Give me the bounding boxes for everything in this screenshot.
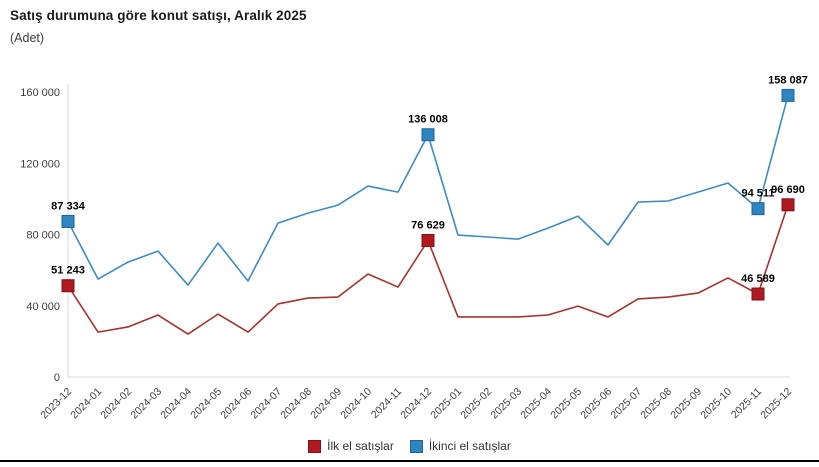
data-point-marker (781, 198, 795, 212)
y-axis-tick-label: 120 000 (20, 158, 60, 170)
x-axis-tick-label: 2025-05 (548, 386, 584, 422)
legend-label-first-hand: İlk el satışlar (327, 439, 394, 453)
x-axis-tick-label: 2025-10 (698, 386, 734, 422)
x-axis-tick-label: 2023-12 (38, 386, 74, 422)
data-point-marker (751, 287, 765, 301)
data-point-label: 158 087 (768, 74, 808, 86)
data-point-label: 51 243 (51, 265, 85, 277)
x-axis-tick-label: 2025-07 (608, 386, 644, 422)
bottom-divider-line (0, 460, 819, 462)
data-point-label: 87 334 (51, 200, 86, 212)
unit-label: (Adet) (10, 31, 45, 45)
y-axis-tick-label: 40 000 (26, 301, 60, 313)
x-axis-tick-label: 2024-07 (248, 386, 284, 422)
x-axis-tick-label: 2025-11 (729, 386, 764, 421)
y-axis-tick-label: 80 000 (26, 230, 60, 242)
data-point-label: 136 008 (408, 114, 448, 126)
x-axis-tick-label: 2025-06 (578, 386, 614, 422)
x-axis-tick-label: 2024-01 (68, 386, 104, 422)
x-axis-tick-label: 2025-09 (668, 386, 704, 422)
data-point-marker (751, 202, 765, 216)
data-point-label: 76 629 (411, 220, 445, 232)
chart-legend: İlk el satışlar İkinci el satışlar (0, 439, 819, 453)
data-point-marker (421, 128, 435, 142)
data-point-marker (61, 214, 75, 228)
legend-swatch-first-hand (308, 439, 322, 453)
x-axis-tick-label: 2025-04 (518, 386, 554, 422)
x-axis-tick-label: 2024-06 (218, 386, 254, 422)
x-axis-tick-label: 2025-03 (488, 386, 524, 422)
legend-label-second-hand: İkinci el satışlar (428, 439, 511, 453)
x-axis-tick-label: 2024-12 (398, 386, 434, 422)
x-axis-tick-label: 2024-09 (308, 386, 344, 422)
x-axis-tick-label: 2024-02 (98, 386, 134, 422)
data-point-marker (421, 234, 435, 248)
x-axis-tick-label: 2024-10 (338, 386, 374, 422)
x-axis-tick-label: 2025-01 (428, 386, 464, 422)
legend-item-second-hand-sales[interactable]: İkinci el satışlar (409, 439, 511, 453)
data-point-marker (781, 88, 795, 102)
x-axis-tick-label: 2024-08 (278, 386, 314, 422)
x-axis-tick-label: 2025-08 (638, 386, 674, 422)
y-axis-tick-label: 0 (54, 372, 60, 384)
x-axis-tick-label: 2024-04 (158, 386, 194, 422)
data-point-marker (61, 279, 75, 293)
x-axis-tick-label: 2025-12 (758, 386, 794, 422)
data-point-label: 96 690 (771, 184, 805, 196)
x-axis-tick-label: 2024-05 (188, 386, 224, 422)
x-axis-tick-label: 2024-11 (369, 386, 404, 421)
legend-swatch-second-hand (409, 439, 423, 453)
y-axis-tick-label: 160 000 (20, 87, 60, 99)
data-point-label: 94 511 (741, 188, 774, 200)
page-title: Satış durumuna göre konut satışı, Aralık… (10, 8, 307, 23)
x-axis-tick-label: 2025-02 (458, 386, 494, 422)
x-axis-tick-label: 2024-03 (128, 386, 164, 422)
legend-item-first-hand-sales[interactable]: İlk el satışlar (308, 439, 394, 453)
data-point-label: 46 589 (741, 273, 775, 285)
